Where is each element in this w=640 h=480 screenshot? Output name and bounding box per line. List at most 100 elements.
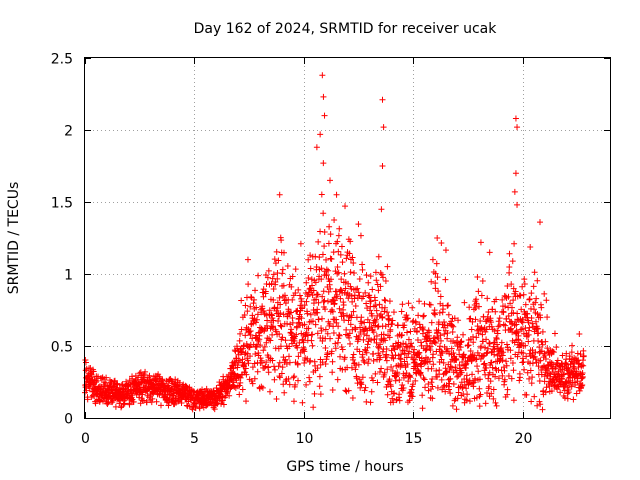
- data-point: [564, 395, 571, 402]
- data-point: [380, 124, 387, 131]
- data-point: [253, 304, 260, 311]
- data-point: [321, 243, 328, 250]
- data-point: [252, 287, 259, 294]
- data-point: [369, 286, 376, 293]
- data-point: [390, 399, 397, 406]
- data-points: [82, 72, 587, 413]
- data-point: [446, 380, 453, 387]
- data-point: [282, 337, 289, 344]
- data-point: [453, 356, 460, 363]
- data-point: [319, 72, 326, 79]
- data-point: [405, 336, 412, 343]
- data-point: [280, 282, 287, 289]
- data-point: [274, 275, 281, 282]
- data-point: [503, 358, 510, 365]
- data-point: [534, 402, 541, 409]
- data-point: [484, 390, 491, 397]
- data-point: [237, 374, 244, 381]
- data-point: [466, 398, 473, 405]
- data-point: [236, 391, 243, 398]
- data-point: [277, 301, 284, 308]
- data-point: [535, 338, 542, 345]
- data-point: [569, 342, 576, 349]
- data-point: [530, 283, 537, 290]
- data-point: [303, 298, 310, 305]
- data-point: [439, 349, 446, 356]
- data-point: [238, 297, 245, 304]
- data-point: [403, 343, 410, 350]
- data-point: [319, 251, 326, 258]
- data-point: [310, 404, 317, 411]
- data-point: [428, 278, 435, 285]
- data-point: [261, 343, 268, 350]
- data-point: [532, 299, 539, 306]
- data-point: [487, 315, 494, 322]
- data-point: [445, 302, 452, 309]
- data-point: [489, 364, 496, 371]
- data-point: [390, 309, 397, 316]
- data-point: [276, 191, 283, 198]
- data-point: [429, 376, 436, 383]
- data-point: [281, 297, 288, 304]
- data-point: [548, 381, 555, 388]
- data-point: [316, 373, 323, 380]
- data-point: [517, 374, 524, 381]
- data-point: [487, 378, 494, 385]
- data-point: [579, 373, 586, 380]
- data-point: [130, 398, 137, 405]
- data-point: [414, 337, 421, 344]
- data-point: [234, 362, 241, 369]
- data-point: [417, 372, 424, 379]
- data-point: [284, 320, 291, 327]
- data-point: [531, 269, 538, 276]
- data-point: [276, 313, 283, 320]
- data-point: [328, 348, 335, 355]
- data-point: [559, 352, 566, 359]
- data-point: [490, 386, 497, 393]
- data-point: [449, 328, 456, 335]
- data-point: [338, 243, 345, 250]
- data-point: [520, 291, 527, 298]
- data-point: [368, 324, 375, 331]
- data-point: [412, 377, 419, 384]
- data-point: [370, 329, 377, 336]
- data-point: [370, 357, 377, 364]
- data-point: [326, 281, 333, 288]
- data-point: [272, 279, 279, 286]
- data-point: [495, 366, 502, 373]
- data-point: [318, 327, 325, 334]
- data-point: [386, 334, 393, 341]
- data-point: [442, 388, 449, 395]
- data-point: [499, 296, 506, 303]
- data-point: [273, 328, 280, 335]
- data-point: [374, 379, 381, 386]
- x-tick-label: 0: [81, 431, 90, 447]
- data-point: [510, 397, 517, 404]
- data-point: [539, 406, 546, 413]
- data-point: [394, 369, 401, 376]
- data-point: [469, 318, 476, 325]
- data-point: [355, 221, 362, 228]
- data-point: [321, 112, 328, 119]
- data-point: [358, 314, 365, 321]
- data-point: [529, 350, 536, 357]
- data-point: [327, 285, 334, 292]
- data-point: [343, 326, 350, 333]
- data-point: [535, 363, 542, 370]
- data-point: [407, 374, 414, 381]
- data-point: [428, 379, 435, 386]
- data-point: [317, 391, 324, 398]
- data-point: [508, 325, 515, 332]
- data-point: [507, 300, 514, 307]
- data-point: [196, 405, 203, 412]
- data-point: [427, 346, 434, 353]
- data-point: [358, 381, 365, 388]
- data-point: [276, 294, 283, 301]
- data-point: [376, 301, 383, 308]
- data-point: [318, 315, 325, 322]
- data-point: [371, 322, 378, 329]
- data-point: [512, 288, 519, 295]
- data-point: [312, 321, 319, 328]
- data-point: [287, 321, 294, 328]
- data-point: [418, 339, 425, 346]
